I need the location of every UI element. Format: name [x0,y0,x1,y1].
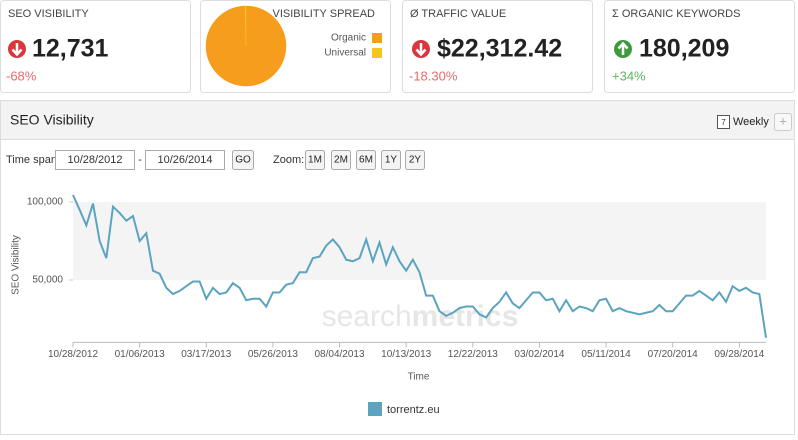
card [604,0,795,93]
card [0,0,191,93]
x-tick-label: 08/04/2013 [315,349,365,360]
card-title: VISIBILITY SPREAD [272,8,375,20]
card-change: +34% [612,68,646,83]
watermark-part: metrics [412,300,519,333]
calendar-icon[interactable] [717,115,730,129]
y-tick-label: 100,000 [27,197,64,208]
interval-button[interactable]: Weekly [733,116,769,128]
zoom-button[interactable] [331,150,351,170]
go-button[interactable] [232,150,254,170]
date-from: 10/28/2012 [67,154,122,166]
date-separator: - [138,154,142,166]
pie-legend-label: Organic [331,33,366,44]
x-tick-label: 07/20/2014 [648,349,698,360]
card [402,0,593,93]
x-tick-label: 10/28/2012 [48,349,98,360]
y-tick-label: 50,000 [32,275,63,286]
zoom-label: 2Y [409,155,422,166]
x-tick-label: 09/28/2014 [714,349,764,360]
pie-legend-swatch [372,48,382,58]
card-title: Σ ORGANIC KEYWORDS [612,8,740,20]
card-title: Ø TRAFFIC VALUE [410,8,506,20]
card-change: -68% [6,68,37,83]
legend-swatch[interactable] [368,402,382,416]
x-tick-label: 03/02/2014 [514,349,564,360]
add-button[interactable] [774,113,792,131]
plot-band [73,202,766,280]
date-to: 10/26/2014 [157,154,212,166]
x-tick-label: 01/06/2013 [115,349,165,360]
date-input[interactable] [145,150,225,170]
card-value: 12,731 [32,35,109,63]
x-tick-label: 10/13/2013 [381,349,431,360]
zoom-label: 1Y [385,155,398,166]
zoom-label: 6M [359,155,373,166]
zoom-label: 2M [334,155,348,166]
zoom-button[interactable] [356,150,376,170]
panel-header [1,101,794,139]
time-span-label: Time span: [6,154,60,166]
panel-title: SEO Visibility [10,112,94,128]
down-arrow [11,43,23,57]
card-change: -18.30% [409,68,458,83]
watermark-part: search [322,300,412,333]
go-label: GO [235,155,251,166]
calendar-day: 7 [721,118,726,127]
x-tick-label: 12/22/2013 [448,349,498,360]
x-tick-label: 05/11/2014 [581,349,631,360]
card-value: $22,312.42 [437,35,562,63]
pie-slice [244,5,247,47]
x-axis-label: Time [408,372,430,383]
zoom-button[interactable] [381,150,401,170]
x-tick-label: 05/26/2013 [248,349,298,360]
date-input[interactable] [55,150,135,170]
zoom-label: 1M [308,155,322,166]
pie-legend-swatch [372,33,382,43]
card-title: SEO VISIBILITY [8,8,89,20]
legend-label[interactable]: torrentz.eu [387,404,440,416]
zoom-button[interactable] [305,150,325,170]
watermark: searchmetrics [322,300,519,333]
zoom-button[interactable] [405,150,425,170]
add-label: + [779,113,787,128]
down-arrow [415,43,427,57]
card-value: 180,209 [639,35,729,63]
pie-legend-label: Universal [324,48,366,59]
up-arrow [617,41,629,55]
x-tick-label: 03/17/2013 [181,349,231,360]
zoom-label: Zoom: [273,154,304,166]
data-line [72,194,767,338]
y-axis-label: SEO Visibility [11,235,22,295]
